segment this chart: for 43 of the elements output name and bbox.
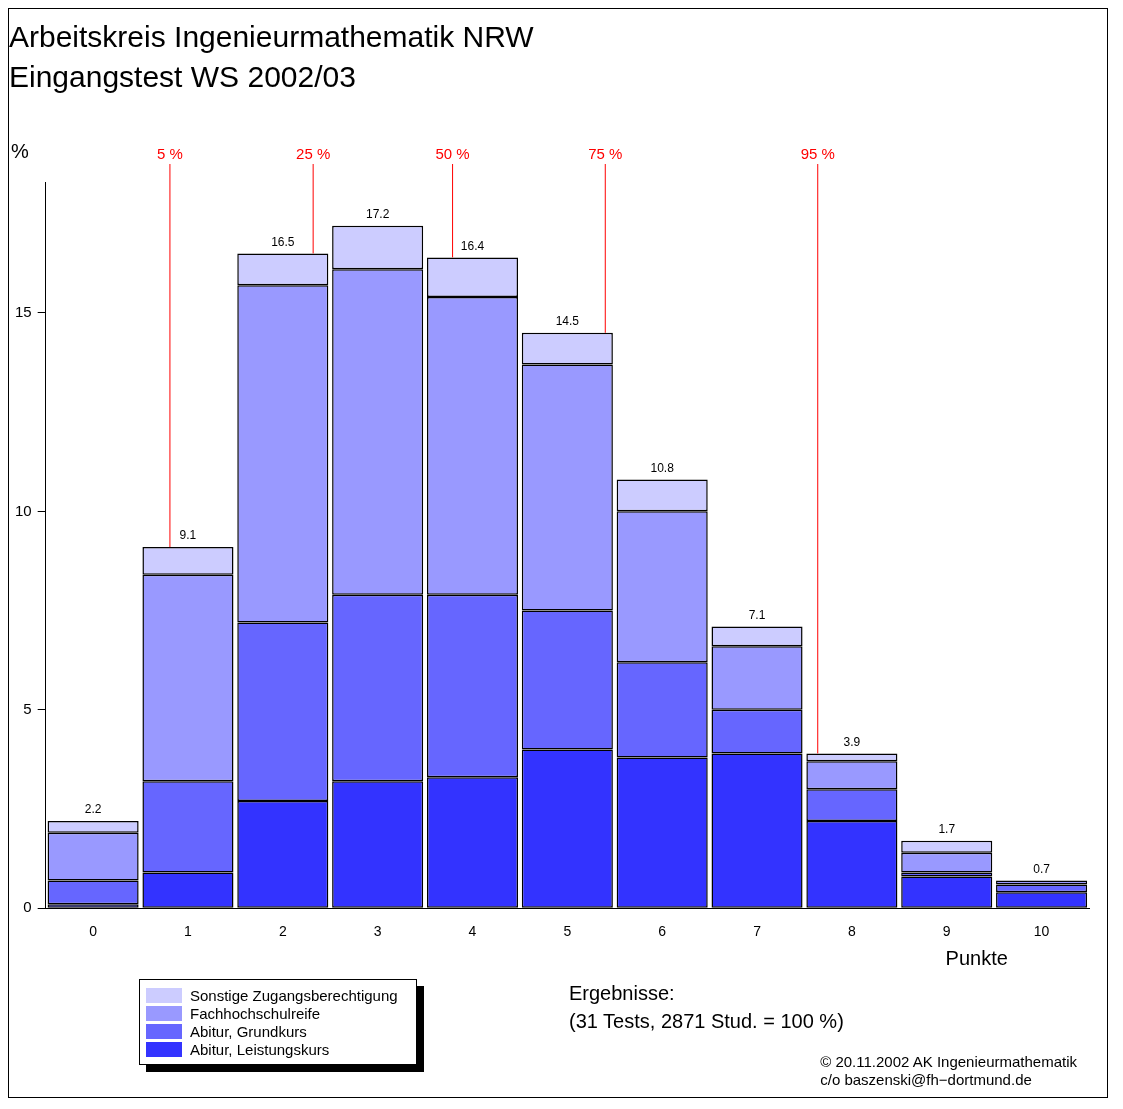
x-tick-label: 7 [753,923,762,940]
y-tick-label: 5 [23,699,32,717]
y-tick-label: 15 [15,303,32,321]
total-label: 3.9 [843,734,861,749]
total-label: 16.5 [271,234,295,249]
x-tick-label: 1 [184,923,193,940]
x-tick-label: 10 [1033,923,1050,940]
x-tick-label: 9 [942,923,951,940]
x-tick-label: 6 [658,923,667,940]
x-tick-label: 3 [373,923,382,940]
text: 50 % [435,144,470,162]
x-tick-label: 0 [89,923,98,940]
text: 95 % [800,144,835,162]
legend-label: Sonstige Zugangsberechtigung [190,986,398,1004]
x-tick-label: 8 [847,923,856,940]
y-tick-label: 0 [23,898,32,916]
y-axis-title: % [11,139,29,162]
text: © 20.11.2002 AK Ingenieurmathematik [820,1053,1077,1071]
legend-label: Abitur, Leistungskurs [190,1040,330,1058]
total-label: 1.7 [938,822,956,837]
text: 75 % [588,144,623,162]
total-label: 7.1 [748,607,766,622]
total-label: 0.7 [1033,861,1051,876]
total-label: 10.8 [650,460,675,475]
x-tick-label: 2 [278,923,287,940]
legend-label: Abitur, Grundkurs [190,1022,307,1040]
total-label: 9.1 [179,528,197,543]
x-tick-label: 5 [563,923,572,940]
total-label: 17.2 [365,206,390,221]
total-label: 2.2 [84,802,102,817]
y-tick-label: 10 [15,501,32,519]
chart-subtitle: Eingangstest WS 2002/03 [9,60,356,94]
text: 5 % [157,144,183,162]
text: (31 Tests, 2871 Stud. = 100 %) [569,1009,845,1034]
total-label: 16.4 [460,238,485,253]
text: 25 % [296,144,331,162]
text: c/o baszenski@fh−dortmund.de [820,1071,1033,1089]
legend-label: Fachhochschulreife [190,1004,321,1022]
text: Ergebnisse: [569,981,676,1006]
chart-title: Arbeitskreis Ingenieurmathematik NRW [9,20,535,54]
x-tick-label: 4 [468,923,477,940]
total-label: 14.5 [555,314,580,329]
x-axis-title: Punkte [945,946,1008,969]
